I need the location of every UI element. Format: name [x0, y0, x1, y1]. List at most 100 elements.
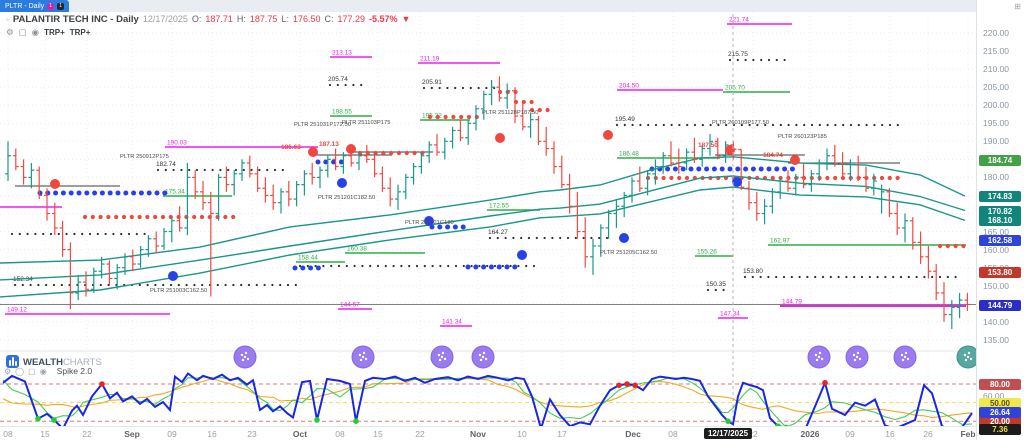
time-tick-label: 15 [40, 429, 50, 439]
axis-settings-icon[interactable]: ⊞ [1014, 2, 1021, 11]
option-label: PLTR 251121C180 [405, 220, 454, 226]
price-tick-label: 210.00 [983, 64, 1009, 75]
level-label: 162.97 [770, 238, 790, 245]
price-tick-label: 190.00 [983, 136, 1009, 147]
open-value: 187.71 [205, 14, 233, 24]
price-badge: 174.83 [979, 191, 1021, 203]
indicator-gear-icon[interactable]: ⚙ [4, 366, 12, 376]
level-label: 204.50 [619, 83, 639, 90]
gridlines [0, 12, 976, 426]
level-label: 160.38 [347, 246, 367, 253]
indicator-levels [0, 383, 976, 422]
indicator-value-badge: 7.36 [979, 424, 1021, 435]
watermark-bold: WEALTH [23, 357, 63, 368]
price-badge: 184.74 [979, 155, 1021, 167]
collapse-icon[interactable]: ◦ [6, 14, 9, 24]
level-label: 147.34 [720, 311, 740, 318]
option-label: PLTR 251128P187.50 [482, 110, 539, 116]
box-icon[interactable]: ▢ [18, 27, 27, 37]
indicator-eye-icon[interactable]: ◉ [39, 366, 47, 376]
time-tick-label: 22 [415, 429, 425, 439]
legend-date: 12/17/2025 [142, 14, 188, 24]
dot-row-label: 215.75 [728, 51, 748, 58]
big-dot-label: 187.13 [319, 141, 339, 148]
option-label: PLTR 251205C162.50 [600, 250, 657, 256]
big-dots: 186.63 187.13 187.50 184.74 [50, 130, 800, 281]
selected-date-badge: 12/17/2025 [703, 428, 753, 439]
time-axis[interactable]: 08 15 22 Sep 09 16 23 Oct 08 15 22 Nov 10 17 Dec 08 22 20… [0, 426, 976, 440]
price-tick-label: 180.00 [983, 172, 1009, 183]
time-tick-label: Nov [469, 429, 487, 439]
low-label: L: [281, 14, 289, 24]
spike-blue-line [2, 372, 973, 426]
ma-ribbon [0, 156, 966, 298]
option-label: PLTR 260123P185 [778, 134, 827, 140]
dot-rows: 215.75 205.74 205.91 195.49 182.74 164.27 152.… [10, 51, 966, 292]
level-label: 141.34 [442, 319, 462, 326]
down-arrow-icon: ▼ [401, 14, 411, 24]
level-label: 195.22 [422, 113, 442, 120]
price-badge: 168.10 [979, 215, 1021, 227]
open-label: O: [191, 14, 202, 24]
watermark: WEALTHCHARTS [6, 352, 102, 370]
dot-row-label: 195.49 [615, 116, 635, 123]
level-label: 221.74 [729, 17, 749, 24]
time-tick-label: Dec [625, 429, 641, 439]
indicator-circle-icon[interactable]: ◯ [15, 366, 25, 376]
big-dot-label: 187.50 [698, 142, 718, 149]
price-tick-label: 205.00 [983, 82, 1009, 93]
spike-signal-dots [35, 379, 828, 426]
price-tick-label: 140.00 [983, 316, 1009, 327]
dot-row-label: 152.34 [13, 276, 33, 283]
chart-legend: ◦ PALANTIR TECH INC - Daily 12/17/2025 O… [6, 13, 410, 38]
time-tick-label: 26 [923, 429, 933, 439]
indicator-tick-label: 60.00 [983, 391, 1005, 402]
level-label: 186.48 [619, 151, 639, 158]
time-tick-label: 08 [668, 429, 678, 439]
level-label: 144.79 [782, 299, 802, 306]
indicator-trp-1[interactable]: TRP+ [44, 28, 65, 37]
dot-row-label: 205.91 [422, 79, 442, 86]
level-label: 172.55 [489, 203, 509, 210]
option-label: PLTR 251031P172.50 [294, 122, 351, 128]
option-label: PLTR 251103P175 [342, 120, 390, 126]
time-tick-label: 17 [557, 429, 567, 439]
gear-icon[interactable]: ⚙ [6, 27, 14, 37]
level-label: 211.19 [420, 56, 440, 63]
level-label: 155.26 [697, 249, 717, 256]
indicator-level-badge: 20.00 [979, 416, 1021, 428]
spike-orange-line [2, 377, 973, 419]
price-tick-label: 135.00 [983, 334, 1009, 345]
symbol-tab[interactable]: PLTR - Daily 1 1 [0, 0, 70, 12]
indicator-level-badge: 50.00 [979, 397, 1021, 409]
time-tick-label: 08 [335, 429, 345, 439]
tab-pink-badge: 1 [47, 2, 55, 10]
level-label: 205.70 [725, 85, 745, 92]
indicator-trp-2[interactable]: TRP+ [69, 28, 91, 37]
price-chart-pane[interactable]: 213.13 211.19 204.50 221.74 190.03 149.12 147.… [0, 0, 976, 426]
change-percent: -5.57% [369, 14, 398, 24]
level-label: 144.57 [340, 302, 360, 309]
time-tick-label: 09 [167, 429, 177, 439]
candles [5, 76, 971, 330]
price-tick-label: 195.00 [983, 118, 1009, 129]
big-dot-label: 186.63 [281, 144, 301, 151]
level-label: 149.12 [7, 307, 27, 314]
dot-row-label: 182.74 [156, 161, 176, 168]
event-circles [233, 345, 976, 369]
big-dot-label: 184.74 [763, 152, 783, 159]
price-tick-label: 165.00 [983, 226, 1009, 237]
time-tick-label: 23 [247, 429, 257, 439]
eye-icon[interactable]: ◉ [31, 27, 40, 37]
option-label: PLTR 260109P177.50 [712, 120, 769, 126]
indicator-box-icon[interactable]: ▢ [28, 366, 36, 376]
time-tick-label: Feb [960, 429, 976, 439]
time-tick-label: 22 [748, 429, 758, 439]
option-label: PLTR 250912P175 [120, 154, 169, 160]
dot-row-label: 150.35 [706, 281, 726, 288]
price-axis[interactable]: ⊞ 220.00 215.00 210.00 205.00 200.00 195.00 19… [976, 0, 1024, 440]
time-tick-label: 10 [517, 429, 527, 439]
wealthcharts-logo-icon [6, 354, 19, 368]
time-tick-label: 16 [207, 429, 217, 439]
price-badge: 170.82 [979, 205, 1021, 217]
